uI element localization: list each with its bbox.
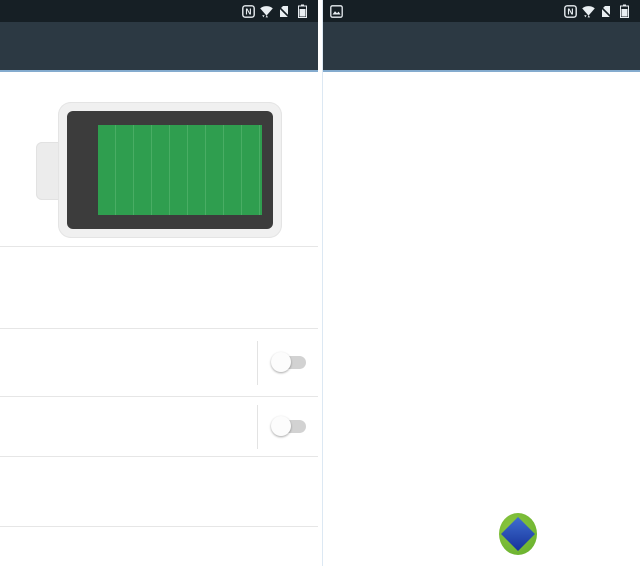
battery-icon bbox=[298, 4, 307, 18]
no-sim-icon bbox=[278, 5, 290, 18]
toggle-divider bbox=[257, 340, 306, 385]
toggle-knob bbox=[271, 416, 291, 436]
nfc-icon: N bbox=[564, 4, 577, 18]
status-bar-right: N bbox=[323, 0, 640, 22]
zol-logo-icon bbox=[499, 513, 537, 555]
battery-section-label bbox=[0, 72, 318, 84]
history-header bbox=[323, 22, 640, 72]
svg-text:N: N bbox=[567, 6, 573, 16]
no-sim-icon bbox=[600, 5, 612, 18]
battery-fill-region bbox=[98, 125, 262, 215]
battery-icon bbox=[620, 4, 629, 18]
power-saver-toggle[interactable] bbox=[271, 352, 306, 372]
screenshot-notification-icon bbox=[330, 4, 343, 18]
list-item-battery-usage[interactable] bbox=[0, 456, 318, 526]
extreme-power-saver-toggle[interactable] bbox=[271, 416, 306, 436]
status-bar-left: N bbox=[0, 0, 318, 22]
list-item-history[interactable] bbox=[0, 526, 318, 566]
zol-watermark bbox=[499, 513, 543, 555]
wifi-icon bbox=[582, 5, 595, 17]
wifi-icon bbox=[260, 5, 273, 17]
list-item-battery-optimization[interactable] bbox=[0, 246, 318, 328]
list-item-extreme-power-saver[interactable] bbox=[0, 396, 318, 456]
battery-empty-region bbox=[67, 111, 273, 229]
battery-history-screen: N bbox=[322, 0, 640, 566]
toggle-knob bbox=[271, 352, 291, 372]
toggle-divider bbox=[257, 404, 306, 449]
nfc-icon: N bbox=[242, 4, 255, 18]
battery-history-chart bbox=[323, 80, 640, 396]
svg-text:N: N bbox=[245, 6, 251, 16]
power-settings-screen: N bbox=[0, 0, 318, 566]
list-item-power-saver[interactable] bbox=[0, 328, 318, 396]
battery-summary-text bbox=[323, 72, 640, 80]
power-header bbox=[0, 22, 318, 72]
battery-body bbox=[58, 102, 282, 238]
battery-graphic bbox=[0, 84, 318, 238]
